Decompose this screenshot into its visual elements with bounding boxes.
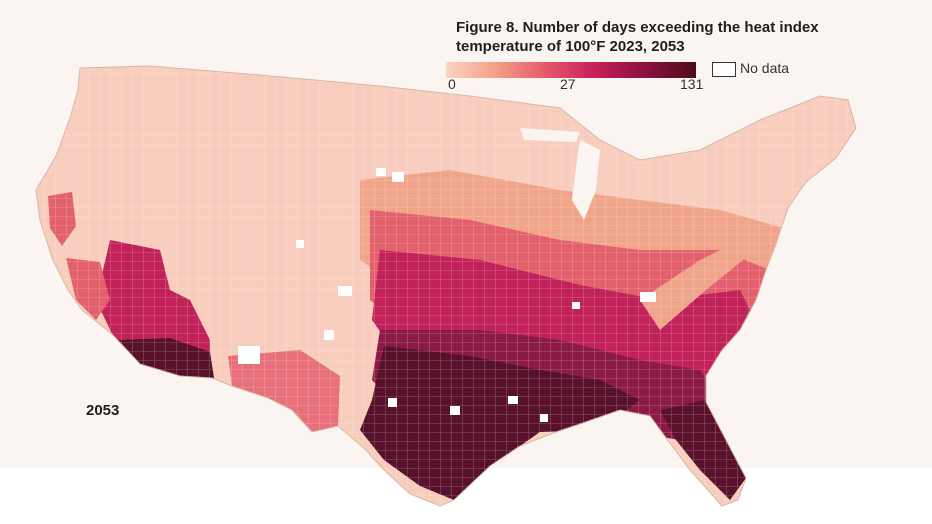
no-data-county bbox=[540, 414, 548, 422]
lake-michigan bbox=[572, 140, 600, 220]
no-data-county bbox=[450, 406, 460, 415]
no-data-county bbox=[640, 292, 656, 302]
no-data-county bbox=[238, 346, 260, 364]
no-data-county bbox=[324, 330, 334, 340]
legend-max-label: 131 bbox=[680, 76, 704, 92]
lake-superior bbox=[520, 128, 580, 142]
no-data-county bbox=[338, 286, 352, 296]
no-data-county bbox=[296, 240, 304, 248]
year-label: 2053 bbox=[86, 402, 120, 419]
legend-no-data-label: No data bbox=[740, 60, 790, 76]
no-data-county bbox=[572, 302, 580, 309]
no-data-county bbox=[388, 398, 397, 407]
no-data-county bbox=[392, 172, 404, 182]
legend-min-label: 0 bbox=[448, 76, 456, 92]
legend-no-data-swatch bbox=[712, 62, 736, 77]
legend-mid-label: 27 bbox=[560, 76, 576, 92]
legend-color-bar bbox=[446, 62, 696, 78]
figure-title: Figure 8. Number of days exceeding the h… bbox=[456, 19, 819, 55]
no-data-county bbox=[376, 168, 386, 176]
no-data-county bbox=[508, 396, 518, 404]
